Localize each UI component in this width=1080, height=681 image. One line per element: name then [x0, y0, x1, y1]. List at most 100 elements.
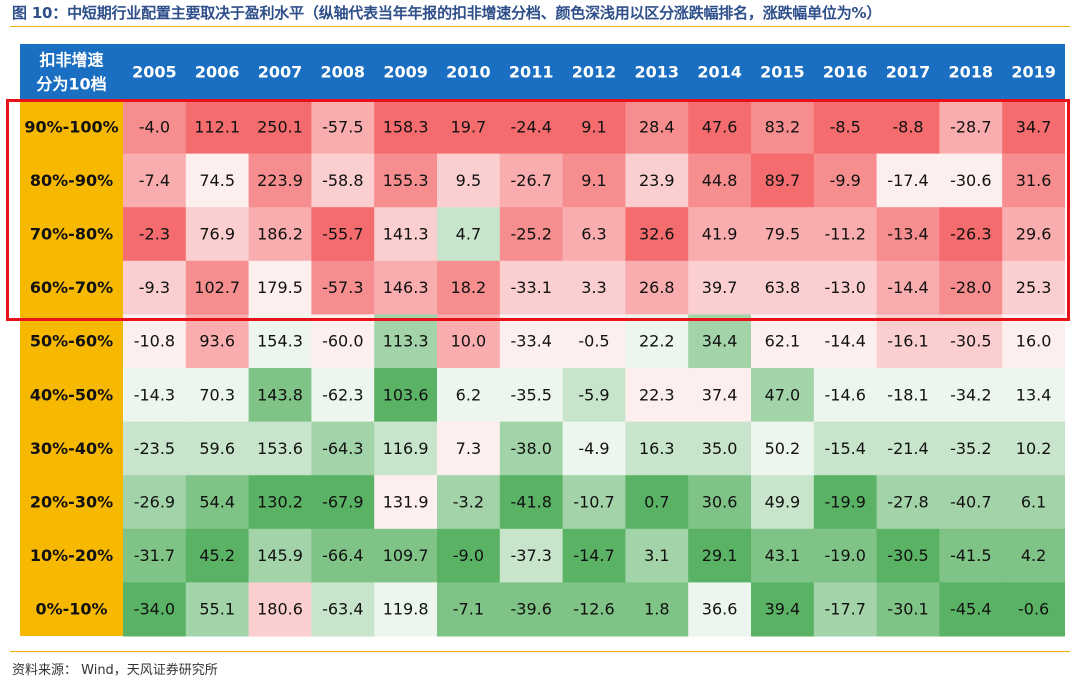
- heat-cell-2011-40%-50%: [499, 368, 564, 423]
- column-header-2019: 2019: [1011, 63, 1056, 82]
- cell-value-2015-80%-90%: 89.7: [765, 171, 801, 190]
- cell-value-2018-10%-20%: -41.5: [950, 546, 991, 565]
- cell-value-2006-60%-70%: 102.7: [194, 278, 240, 297]
- cell-value-2012-0%-10%: -12.6: [573, 600, 614, 619]
- heat-cell-2007-20%-30%: [248, 475, 312, 530]
- heat-cell-2015-0%-10%: [751, 582, 815, 637]
- heat-cell-2017-50%-60%: [876, 314, 940, 369]
- cell-value-2012-80%-90%: 9.1: [581, 171, 606, 190]
- heat-cell-2014-30%-40%: [688, 421, 752, 476]
- heat-cell-2014-70%-80%: [688, 207, 752, 262]
- cell-value-2012-50%-60%: -0.5: [578, 332, 609, 351]
- cell-value-2016-30%-40%: -15.4: [824, 439, 865, 458]
- heat-cell-2015-20%-30%: [751, 475, 815, 530]
- column-header-2005: 2005: [132, 63, 177, 82]
- heat-cell-2016-20%-30%: [813, 475, 878, 530]
- cell-value-2006-80%-90%: 74.5: [199, 171, 235, 190]
- cell-value-2016-90%-100%: -8.5: [830, 117, 861, 136]
- heat-cell-2019-40%-50%: [1002, 368, 1065, 423]
- cell-value-2007-50%-60%: 154.3: [257, 332, 303, 351]
- heat-cell-2017-90%-100%: [876, 100, 940, 155]
- cell-value-2016-0%-10%: -17.7: [824, 600, 865, 619]
- heat-cell-2013-80%-90%: [625, 153, 689, 208]
- heat-cell-2017-10%-20%: [876, 528, 940, 583]
- figure-title: 图 10：中短期行业配置主要取决于盈利水平（纵轴代表当年年报的扣非增速分档、颜色…: [12, 4, 882, 22]
- cell-value-2006-50%-60%: 93.6: [199, 332, 235, 351]
- cell-value-2013-40%-50%: 22.3: [639, 385, 675, 404]
- heat-cell-2019-70%-80%: [1002, 207, 1065, 262]
- heat-cell-2018-80%-90%: [939, 153, 1003, 208]
- cell-value-2014-70%-80%: 41.9: [702, 225, 738, 244]
- heat-cell-2014-10%-20%: [688, 528, 752, 583]
- cell-value-2014-90%-100%: 47.6: [702, 117, 738, 136]
- column-header-2011: 2011: [509, 63, 554, 82]
- cell-value-2012-20%-30%: -10.7: [573, 493, 614, 512]
- heat-cell-2007-40%-50%: [248, 368, 312, 423]
- heat-cell-2007-0%-10%: [248, 582, 312, 637]
- cell-value-2013-30%-40%: 16.3: [639, 439, 675, 458]
- cell-value-2008-40%-50%: -62.3: [322, 385, 363, 404]
- heat-cell-2007-10%-20%: [248, 528, 312, 583]
- cell-value-2014-0%-10%: 36.6: [702, 600, 738, 619]
- cell-value-2015-0%-10%: 39.4: [765, 600, 801, 619]
- heat-cell-2013-40%-50%: [625, 368, 689, 423]
- cell-value-2005-70%-80%: -2.3: [139, 225, 170, 244]
- heat-cell-2014-90%-100%: [688, 100, 752, 155]
- heat-cell-2017-80%-90%: [876, 153, 940, 208]
- cell-value-2007-90%-100%: 250.1: [257, 117, 303, 136]
- heat-cell-2006-90%-100%: [185, 100, 250, 155]
- cell-value-2011-30%-40%: -38.0: [510, 439, 551, 458]
- cell-value-2015-20%-30%: 49.9: [765, 493, 801, 512]
- heat-cell-2016-90%-100%: [813, 100, 878, 155]
- heat-cell-2013-50%-60%: [625, 314, 689, 369]
- cell-value-2018-90%-100%: -28.7: [950, 117, 991, 136]
- cell-value-2018-80%-90%: -30.6: [950, 171, 991, 190]
- cell-value-2014-60%-70%: 39.7: [702, 278, 738, 297]
- heat-cell-2019-30%-40%: [1002, 421, 1065, 476]
- cell-value-2017-40%-50%: -18.1: [887, 385, 928, 404]
- cell-value-2017-0%-10%: -30.1: [887, 600, 928, 619]
- row-label-50%-60%: 50%-60%: [30, 332, 113, 351]
- cell-value-2010-90%-100%: 19.7: [451, 117, 487, 136]
- heat-cell-2013-0%-10%: [625, 582, 689, 637]
- heat-cell-2006-60%-70%: [185, 260, 250, 315]
- title-divider: [10, 26, 1070, 27]
- cell-value-2005-30%-40%: -23.5: [134, 439, 175, 458]
- heat-cell-2017-20%-30%: [876, 475, 940, 530]
- corner-label-line-2: 分为10档: [36, 75, 106, 94]
- cell-value-2013-10%-20%: 3.1: [644, 546, 669, 565]
- column-header-2008: 2008: [321, 63, 366, 82]
- cell-value-2005-10%-20%: -31.7: [134, 546, 175, 565]
- column-header-2006: 2006: [195, 63, 240, 82]
- cell-value-2017-90%-100%: -8.8: [892, 117, 923, 136]
- cell-value-2019-80%-90%: 31.6: [1016, 171, 1052, 190]
- heat-cell-2006-10%-20%: [185, 528, 250, 583]
- heat-cell-2010-30%-40%: [437, 421, 501, 476]
- row-label-60%-70%: 60%-70%: [30, 278, 113, 297]
- cell-value-2006-90%-100%: 112.1: [194, 117, 240, 136]
- heat-cell-2018-10%-20%: [939, 528, 1003, 583]
- cell-value-2016-80%-90%: -9.9: [830, 171, 861, 190]
- cell-value-2007-0%-10%: 180.6: [257, 600, 303, 619]
- column-header-2010: 2010: [446, 63, 491, 82]
- cell-value-2015-10%-20%: 43.1: [765, 546, 801, 565]
- source-divider: [10, 651, 1070, 652]
- cell-value-2007-30%-40%: 153.6: [257, 439, 303, 458]
- column-header-2017: 2017: [886, 63, 931, 82]
- cell-value-2017-70%-80%: -13.4: [887, 225, 928, 244]
- heat-cell-2006-40%-50%: [185, 368, 250, 423]
- cell-value-2014-50%-60%: 34.4: [702, 332, 738, 351]
- heat-cell-2017-70%-80%: [876, 207, 940, 262]
- cell-value-2011-0%-10%: -39.6: [510, 600, 551, 619]
- heat-cell-2008-70%-80%: [311, 207, 375, 262]
- heat-cell-2011-30%-40%: [499, 421, 564, 476]
- cell-value-2018-30%-40%: -35.2: [950, 439, 991, 458]
- heat-cell-2015-70%-80%: [751, 207, 815, 262]
- cell-value-2010-60%-70%: 18.2: [451, 278, 487, 297]
- heat-cell-2007-30%-40%: [248, 421, 312, 476]
- cell-value-2013-70%-80%: 32.6: [639, 225, 675, 244]
- cell-value-2008-20%-30%: -67.9: [322, 493, 363, 512]
- cell-value-2019-0%-10%: -0.6: [1018, 600, 1049, 619]
- heat-cell-2012-60%-70%: [562, 260, 626, 315]
- column-header-2016: 2016: [823, 63, 868, 82]
